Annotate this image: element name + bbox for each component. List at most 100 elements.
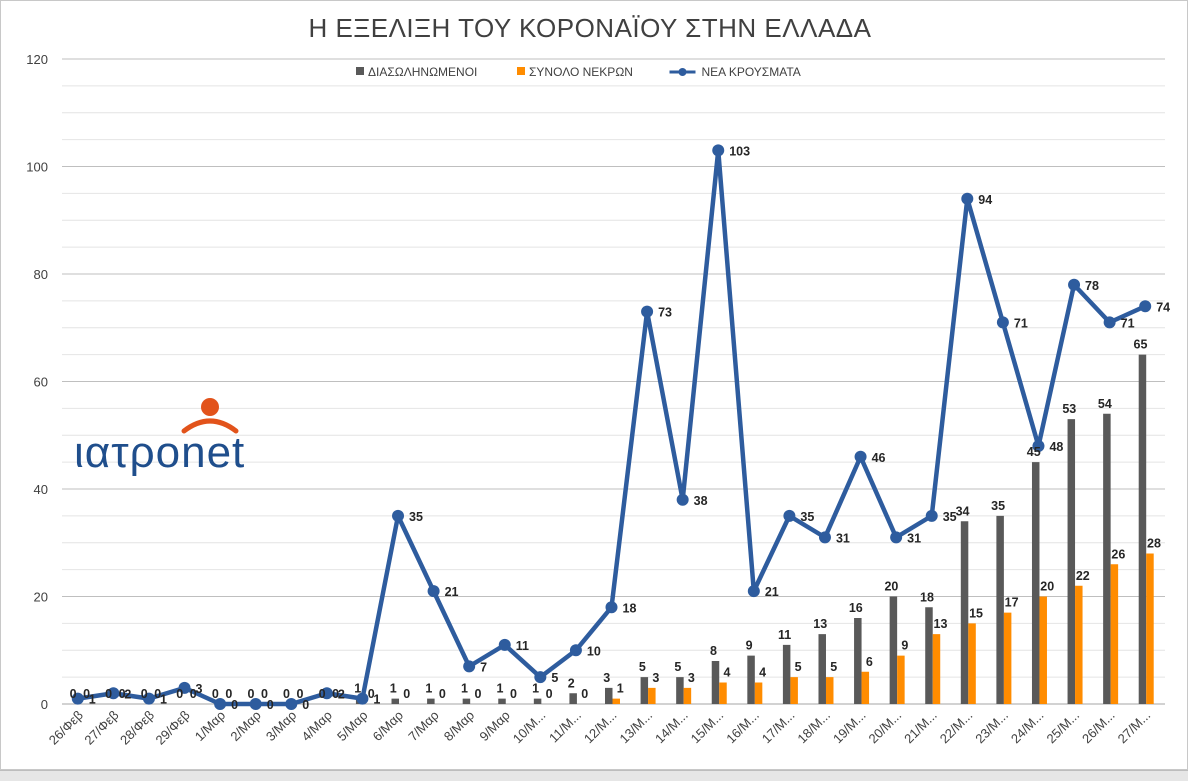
bar [825,677,834,704]
bar-data-label: 0 [319,687,326,701]
bar-data-label: 0 [212,687,219,701]
line-data-label: 18 [623,601,637,615]
bar-data-label: 34 [956,504,970,518]
gridlines [62,58,1165,678]
bar [889,596,898,704]
line-point [1032,440,1045,452]
line-data-label: 10 [587,644,601,658]
bar [861,671,870,704]
x-tick-label: 20/Μ... [866,708,905,747]
x-tick-label: 23/Μ... [972,708,1011,747]
bar-data-label: 0 [225,687,232,701]
legend-label: ΝΕΑ ΚΡΟΥΣΜΑΤΑ [702,65,801,79]
line-point [712,144,725,157]
x-tick-label: 22/Μ... [937,708,976,747]
line-data-label: 71 [1121,316,1135,330]
bar-data-label: 0 [83,687,90,701]
line-data-label: 1 [373,693,380,707]
bar-data-label: 5 [795,660,802,674]
line-point [1103,316,1116,329]
line-point [747,585,760,598]
bar-data-label: 0 [510,687,517,701]
bar [818,634,826,704]
line-data-label: 3 [196,682,203,696]
bar [676,677,684,704]
bar-data-label: 5 [674,660,681,674]
bar-data-label: 28 [1147,537,1161,551]
bar-series [355,354,1154,704]
x-tick-label: 28/Φεβ [117,708,157,748]
bar-data-label: 0 [261,687,268,701]
line-point [178,681,191,694]
line-data-label: 2 [124,687,131,701]
bar-data-label: 0 [546,687,553,701]
bar [533,698,542,704]
bar [648,687,656,704]
bar [854,618,862,704]
line-data-label: 103 [729,144,750,158]
line-point [214,698,227,710]
line-point [605,601,618,614]
bar-data-label: 35 [991,499,1005,513]
line-data-label: 0 [267,698,274,712]
bar [683,687,692,704]
bar-data-label: 13 [813,617,827,631]
line-data-label: 35 [800,510,814,524]
legend-swatch [517,67,525,75]
x-tick-label: 12/Μ... [581,708,620,747]
bar-data-label: 0 [70,687,77,701]
line-point [285,698,298,710]
x-tick-label: 27/Φεβ [81,708,121,748]
bar-data-label: 5 [639,660,646,674]
bar-data-label: 4 [759,666,766,680]
line-data-label: 7 [480,660,487,674]
line-data-label: 78 [1085,279,1099,293]
line-data-label: 5 [551,671,558,685]
bar [968,623,976,704]
bar-data-label: 4 [724,666,731,680]
line-point [320,687,333,700]
bar-data-label: 1 [617,682,624,696]
bar-data-label: 20 [1040,580,1054,594]
legend: ΔΙΑΣΩΛΗΝΩΜΕΝΟΙ ΣΥΝΟΛΟ ΝΕΚΡΩΝ ΝΕΑ ΚΡΟΥΣΜΑΤΑ [356,65,801,79]
bar-data-label: 1 [390,682,397,696]
x-tick-label: 3/Μαρ [263,708,299,744]
bar-data-label: 1 [354,682,361,696]
bar-data-label: 13 [934,617,948,631]
bar [925,607,933,704]
bar-data-label: 11 [778,628,791,642]
bar [1031,462,1040,704]
line-data-label: 73 [658,306,672,320]
bar [1103,413,1111,704]
bar [1146,553,1154,704]
bar [782,644,791,704]
bar-data-label: 0 [176,687,183,701]
x-tick-label: 9/Μαρ [476,708,512,744]
line-data-label: 46 [872,451,886,465]
legend-label: ΣΥΝΟΛΟ ΝΕΚΡΩΝ [529,65,633,79]
x-tick-label: 11/Μ... [546,708,584,746]
x-tick-label: 5/Μαρ [334,708,370,744]
line-data-label: 35 [409,510,423,524]
bar [719,682,727,704]
line-point [961,192,974,205]
line-data-label: 48 [1049,440,1063,454]
x-tick-label: 1/Μαρ [192,708,228,744]
x-tick-label: 6/Μαρ [370,708,406,744]
line-data-label: 71 [1014,316,1028,330]
bar-data-label: 0 [190,687,197,701]
x-tick-label: 2/Μαρ [227,708,263,744]
line-point [890,531,903,544]
line-data-label: 1 [160,693,167,707]
line-point [71,692,84,705]
bar-data-label: 1 [425,682,432,696]
line-point [392,509,405,522]
bar-data-label: 53 [1062,402,1076,416]
bar-data-label: 18 [920,590,934,604]
line-data-label: 2 [338,687,345,701]
y-tick-label: 0 [41,697,48,712]
bar-data-label: 65 [1134,338,1148,352]
line-data-label: 21 [445,585,459,599]
line-point [534,671,547,684]
